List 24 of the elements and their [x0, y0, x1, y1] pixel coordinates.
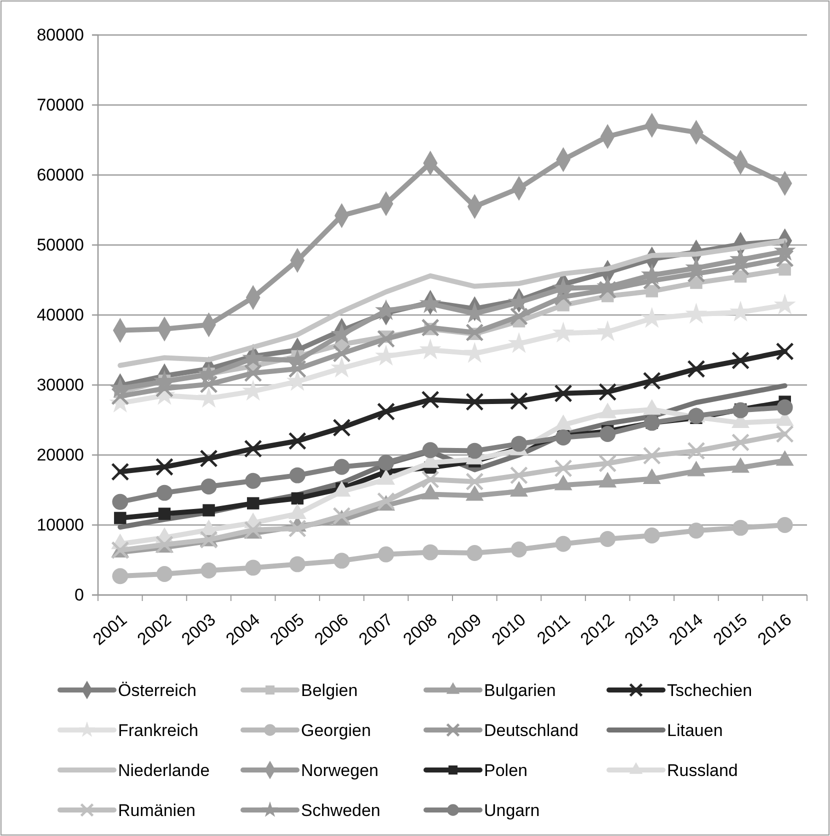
legend-label: Litauen [667, 720, 723, 740]
legend-label: Niederlande [118, 760, 210, 780]
y-tick-label: 70000 [36, 95, 84, 114]
y-tick-label: 30000 [36, 375, 84, 394]
y-tick-label: 60000 [36, 165, 84, 184]
legend-label: Österreich [118, 680, 196, 700]
legend-label: Ungarn [484, 800, 540, 820]
legend-label: Belgien [301, 680, 358, 700]
legend-label: Schweden [301, 800, 380, 820]
legend-label: Russland [667, 760, 738, 780]
y-tick-label: 20000 [36, 445, 84, 464]
legend-label: Georgien [301, 720, 371, 740]
legend-label: Frankreich [118, 720, 198, 740]
legend-label: Norwegen [301, 760, 378, 780]
legend-label: Bulgarien [484, 680, 556, 700]
y-tick-label: 10000 [36, 515, 84, 534]
legend-label: Deutschland [484, 720, 579, 740]
y-tick-label: 50000 [36, 235, 84, 254]
y-tick-label: 40000 [36, 305, 84, 324]
legend-label: Polen [484, 760, 528, 780]
legend-label: Rumänien [118, 800, 196, 820]
y-tick-label: 80000 [36, 25, 84, 44]
y-tick-label: 0 [74, 585, 84, 604]
legend-label: Tschechien [667, 680, 752, 700]
